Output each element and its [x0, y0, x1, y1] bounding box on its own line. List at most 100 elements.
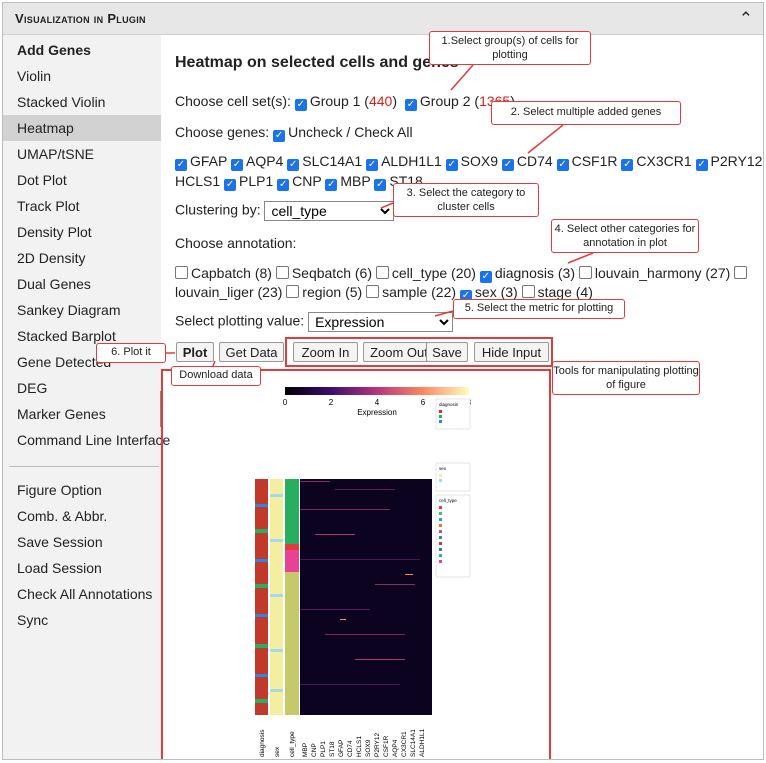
group2-checkbox[interactable]: ✓	[404, 99, 417, 111]
diagnosis-stripe	[255, 614, 268, 617]
check-all-checkbox[interactable]: ✓	[273, 130, 286, 142]
gene-checkbox[interactable]: ✓	[556, 159, 569, 171]
column-label: HCLS1	[356, 736, 363, 757]
genes-row: Choose genes: ✓ Uncheck / Check All	[175, 124, 413, 142]
gene-label: HCLS1	[175, 173, 221, 189]
zoom-in-button[interactable]: Zoom In	[293, 342, 358, 362]
annotation-checkbox[interactable]	[175, 266, 188, 279]
sidebar-divider	[9, 466, 159, 467]
sidebar-item-load-session[interactable]: Load Session	[17, 560, 102, 576]
sex-stripe	[270, 539, 283, 542]
sidebar-item-heatmap[interactable]: Heatmap	[3, 115, 161, 141]
legend-swatch	[439, 512, 442, 515]
group1-count: 440	[368, 93, 393, 109]
gene-checkbox[interactable]: ✓	[621, 159, 634, 171]
sidebar-item-violin[interactable]: Violin	[17, 68, 51, 84]
annotation-label: Choose annotation:	[175, 235, 297, 251]
sidebar-item-deg[interactable]: DEG	[17, 380, 48, 396]
expression-streak	[325, 634, 405, 635]
annotation-checkbox[interactable]	[521, 285, 535, 298]
annotation-label: louvain_harmony (27)	[594, 265, 731, 281]
callout-plot-it: 6. Plot it	[96, 343, 166, 363]
sidebar-item-stacked-violin[interactable]: Stacked Violin	[17, 94, 106, 110]
gene-checkbox[interactable]: ✓	[224, 179, 237, 191]
sidebar-item-stacked-barplot[interactable]: Stacked Barplot	[17, 328, 116, 344]
diagnosis-stripe	[255, 504, 268, 507]
annotation-label: louvain_liger (23)	[175, 284, 283, 300]
annotation-checkbox[interactable]	[366, 285, 380, 298]
legend-title: diagnosis	[439, 402, 459, 407]
legend-swatch	[439, 530, 442, 533]
gene-checkbox[interactable]: ✓	[277, 179, 290, 191]
sidebar-item-save-session[interactable]: Save Session	[17, 534, 103, 550]
expression-streak	[335, 489, 395, 490]
sidebar-item-track-plot[interactable]: Track Plot	[17, 198, 80, 214]
gene-label: P2RY12	[710, 153, 763, 169]
sidebar-item-density-plot[interactable]: Density Plot	[17, 224, 92, 240]
gene-checkbox[interactable]: ✓	[695, 159, 708, 171]
sidebar-item-add-genes[interactable]: Add Genes	[17, 42, 91, 58]
gene-checkbox[interactable]: ✓	[287, 159, 300, 171]
group1-checkbox[interactable]: ✓	[294, 99, 307, 111]
tools-highlight-box	[285, 337, 553, 367]
sidebar-item-sync[interactable]: Sync	[17, 612, 49, 628]
annotation-label: Seqbatch (6)	[291, 265, 372, 281]
colorbar-tick: 6	[421, 398, 426, 407]
annotation-checkbox[interactable]	[275, 266, 289, 279]
gene-checkbox[interactable]: ✓	[175, 159, 187, 171]
column-label: GFAP	[338, 740, 345, 757]
celltype-segment	[285, 550, 299, 572]
gene-list-line2: HCLS1 ✓ PLP1 ✓ CNP ✓ MBP ✓ ST18	[175, 173, 423, 191]
legend-swatch	[439, 410, 442, 413]
sex-stripe	[270, 494, 283, 497]
sidebar-item-2d-density[interactable]: 2D Density	[17, 250, 86, 266]
gene-checkbox[interactable]: ✓	[230, 159, 243, 171]
plotting-select[interactable]: Expression	[308, 312, 454, 332]
sidebar-item-sankey-diagram[interactable]: Sankey Diagram	[17, 302, 121, 318]
get-data-button[interactable]: Get Data	[219, 342, 284, 362]
column-label: AQP4	[392, 739, 399, 757]
gene-checkbox[interactable]: ✓	[325, 179, 338, 191]
annotation-checkbox[interactable]	[375, 266, 389, 279]
clustering-select[interactable]: cell_type	[264, 201, 395, 221]
collapse-chevron-icon[interactable]: ⌃	[738, 9, 753, 28]
gene-checkbox[interactable]: ✓	[366, 159, 379, 171]
gene-label: CD74	[516, 153, 553, 169]
callout-select-annotations: 4. Select other categories for annotatio…	[551, 219, 699, 253]
sidebar-item-comb-abbr[interactable]: Comb. & Abbr.	[17, 508, 108, 524]
column-label: SLC14A1	[410, 729, 417, 757]
annotation-label: sample (22)	[382, 284, 457, 300]
diagnosis-stripe	[255, 674, 268, 677]
genes-label: Choose genes:	[175, 124, 270, 140]
annotation-checkbox[interactable]	[578, 266, 592, 279]
colorbar-tick: 4	[375, 398, 380, 407]
annotation-checkbox[interactable]	[734, 266, 748, 279]
gene-label: SOX9	[460, 153, 499, 169]
annotation-checkbox[interactable]: ✓	[479, 271, 492, 283]
column-label: CSF1R	[383, 735, 390, 757]
diagnosis-stripe	[255, 529, 268, 533]
gene-checkbox[interactable]: ✓	[501, 159, 514, 171]
sidebar-item-command-line-interface[interactable]: Command Line Interface	[17, 432, 171, 448]
annotation-label: cell_type (20)	[391, 265, 476, 281]
hide-input-button[interactable]: Hide Input	[474, 342, 549, 362]
sidebar-item-figure-option[interactable]: Figure Option	[17, 482, 102, 498]
gene-label: CSF1R	[571, 153, 618, 169]
sidebar-item-gene-detected[interactable]: Gene Detected	[17, 354, 112, 370]
legend-swatch	[439, 479, 442, 482]
gene-checkbox[interactable]: ✓	[374, 179, 387, 191]
sidebar-item-umap-tsne[interactable]: UMAP/tSNE	[17, 146, 95, 162]
annotation-checkbox[interactable]	[286, 285, 300, 298]
heatmap-body	[300, 479, 432, 715]
sidebar-item-check-all-annotations[interactable]: Check All Annotations	[17, 586, 153, 602]
gene-label: CNP	[292, 173, 322, 189]
gene-label: GFAP	[190, 153, 228, 169]
gene-checkbox[interactable]: ✓	[445, 159, 458, 171]
sidebar-item-dual-genes[interactable]: Dual Genes	[17, 276, 91, 292]
legend-diagnosis: diagnosis	[435, 398, 471, 430]
save-button[interactable]: Save	[426, 342, 468, 362]
plot-button[interactable]: Plot	[176, 342, 214, 362]
sidebar-item-marker-genes[interactable]: Marker Genes	[17, 406, 106, 422]
sidebar-item-dot-plot[interactable]: Dot Plot	[17, 172, 67, 188]
diagnosis-stripe	[255, 559, 268, 562]
